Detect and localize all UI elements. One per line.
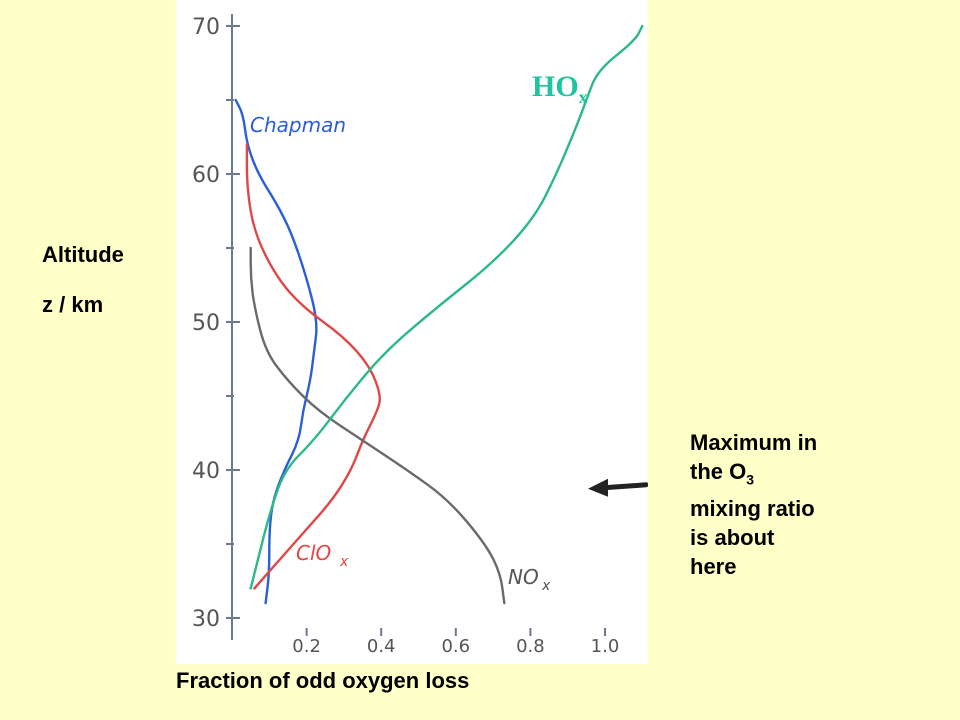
annotation-line-1: Maximum in [690, 430, 818, 455]
nox-curve-label-sub: x [541, 578, 551, 594]
annotation-line-4: is about [690, 525, 775, 551]
x-tick-label: 0.6 [441, 636, 470, 657]
x-tick-label: 0.8 [516, 636, 545, 657]
x-tick-label: 1.0 [591, 636, 620, 657]
plot-panel: 30 40 50 60 70 0.2 0.4 0.6 0.8 1.0 Chapman ClO x NO x [176, 0, 648, 664]
y-axis-label-line2: z / km [42, 292, 104, 317]
annotation-line-5: here [690, 554, 737, 580]
x-tick-label: 0.4 [367, 636, 396, 657]
y-tick-label: 60 [192, 163, 220, 188]
x-tick-label: 0.2 [292, 636, 321, 657]
series-line-clox [245, 143, 381, 590]
nox-curve-label: NO [508, 565, 539, 589]
clox-curve-label: ClO [296, 541, 331, 565]
ozone-max-arrow-head [588, 478, 608, 497]
y-axis-label-line1: Altitude [42, 242, 124, 267]
hox-curve-label: HOx [532, 70, 588, 108]
series-line-nox [249, 246, 506, 605]
y-tick-label: 50 [192, 311, 220, 336]
series-line-chapman [234, 98, 318, 605]
annotation-line-2: the O3 [690, 459, 755, 488]
clox-curve-label-sub: x [339, 554, 349, 570]
hox-label-main: HO [532, 70, 579, 103]
y-tick-label: 30 [192, 607, 220, 632]
y-tick-label: 70 [192, 15, 220, 40]
hox-label-sub: x [578, 87, 588, 107]
ozone-max-arrow-shaft [601, 482, 648, 491]
x-axis-label: Fraction of odd oxygen loss [176, 668, 470, 693]
y-axis-label: Altitude z / km [42, 244, 124, 344]
annotation-line-3: mixing ratio [690, 496, 815, 522]
y-tick-label: 40 [192, 459, 220, 484]
ozone-maximum-annotation: Maximum in the O3 mixing ratio is about … [690, 428, 817, 581]
chapman-curve-label: Chapman [250, 113, 346, 137]
series-line-hox [249, 24, 644, 590]
